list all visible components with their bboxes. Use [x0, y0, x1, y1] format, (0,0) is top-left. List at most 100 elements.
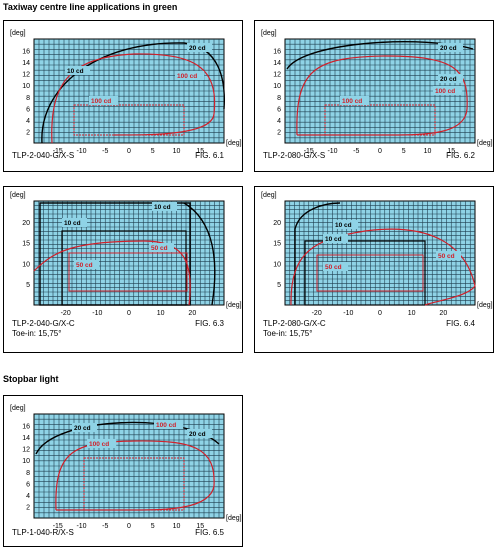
contour-10cd-a — [294, 202, 341, 305]
contour-label: 50 cd — [438, 253, 455, 260]
figure-panel-6-2: [deg] [deg] 2 4 6 8 10 12 14 16 -15 -10 -5 0 5 10 15 20 c… — [254, 20, 494, 172]
y-tick-label: 12 — [22, 72, 30, 79]
contour-label: 100 cd — [156, 422, 176, 429]
y-tick-label: 4 — [26, 118, 30, 125]
chart-6-5: [deg] [deg] 2 4 6 8 10 12 14 16 -15 -10 -5 0 5 10 15 20 c… — [10, 405, 242, 530]
y-tick-label: 10 — [273, 83, 281, 90]
x-tick-label: -10 — [343, 310, 353, 317]
contour-label: 10 cd — [67, 68, 84, 75]
fig-label-6-5: FIG. 6.5 — [195, 528, 224, 537]
x-tick-label: 15 — [447, 148, 455, 155]
contour-label-bg — [87, 439, 117, 448]
contour-label-bg — [89, 96, 119, 105]
contour-label-bg — [187, 429, 212, 438]
y-tick-label: 14 — [22, 60, 30, 67]
y-tick-label: 16 — [273, 49, 281, 56]
contour-label: 100 cd — [342, 98, 362, 105]
y-tick-label: 8 — [26, 95, 30, 102]
contour-label-bg — [175, 71, 205, 80]
chart-6-4: [deg] [deg] 5 10 15 20 -20 -10 0 10 20 10 cd 10 cd 50… — [261, 192, 493, 317]
y-tick-label: 15 — [273, 241, 281, 248]
contour-label: 50 cd — [151, 245, 168, 252]
fig-label-6-2: FIG. 6.2 — [446, 151, 475, 160]
y-tick-label: 10 — [22, 458, 30, 465]
caption-6-1: TLP-2-040-G/X-S — [12, 151, 75, 160]
contour-label-bg — [433, 86, 463, 95]
y-tick-label: 20 — [22, 220, 30, 227]
contour-label: 10 cd — [335, 222, 352, 229]
x-tick-label: 15 — [196, 148, 204, 155]
x-tick-label: -15 — [53, 523, 63, 530]
box-100cd — [83, 457, 185, 511]
figure-panel-6-4: [deg] [deg] 5 10 15 20 -20 -10 0 10 20 10 cd 10 cd 50… — [254, 186, 494, 353]
y-tick-label: 16 — [22, 424, 30, 431]
y-tick-label: 10 — [22, 261, 30, 268]
caption-6-4: TLP-2-080-G/X-C — [263, 319, 326, 328]
x-tick-label: 10 — [424, 148, 432, 155]
x-tick-label: 10 — [173, 523, 181, 530]
contour-label-bg — [149, 243, 174, 252]
y-tick-label: 2 — [26, 129, 30, 136]
x-tick-label: -10 — [76, 148, 86, 155]
contour-label-bg — [65, 66, 90, 75]
x-axis-unit: [deg] — [477, 140, 493, 147]
x-tick-label: -5 — [102, 523, 108, 530]
y-axis-unit: [deg] — [261, 192, 277, 199]
y-tick-label: 6 — [26, 481, 30, 488]
y-tick-label: 14 — [273, 60, 281, 67]
contour-label: 10 cd — [64, 220, 81, 227]
x-tick-label: -5 — [353, 148, 359, 155]
y-tick-label: 12 — [273, 72, 281, 79]
y-tick-label: 12 — [22, 447, 30, 454]
y-tick-label: 8 — [277, 95, 281, 102]
x-tick-label: -15 — [53, 148, 63, 155]
contour-label-bg — [436, 251, 461, 260]
x-axis-unit: [deg] — [477, 302, 493, 309]
taxiway-section-title: Taxiway centre line applications in gree… — [3, 2, 178, 12]
contour-10cd-inner — [304, 240, 426, 306]
y-tick-label: 8 — [26, 470, 30, 477]
contour-label-bg — [333, 220, 358, 229]
fig-label-6-1: FIG. 6.1 — [195, 151, 224, 160]
y-tick-label: 5 — [277, 282, 281, 289]
x-tick-label: -5 — [102, 148, 108, 155]
y-tick-label: 15 — [22, 241, 30, 248]
chart-6-3: [deg] [deg] 5 10 15 20 -20 -10 0 10 20 10 cd 10 cd 50… — [10, 192, 242, 317]
contour-label-bg — [323, 234, 348, 243]
y-axis-unit: [deg] — [10, 192, 26, 199]
contour-label: 10 cd — [325, 236, 342, 243]
contour-label-bg — [154, 420, 184, 429]
contour-label: 20 cd — [74, 425, 91, 432]
contour-20cd — [41, 42, 226, 144]
contour-label: 10 cd — [154, 204, 171, 211]
x-tick-label: -10 — [92, 310, 102, 317]
contour-label: 100 cd — [89, 441, 109, 448]
x-tick-label: -10 — [76, 523, 86, 530]
chart-6-1: [deg] [deg] 2 4 6 8 10 12 14 16 -15 -10 -5 0 5 10 15 20 c… — [10, 30, 242, 155]
box-50cd — [316, 254, 424, 292]
x-axis-unit: [deg] — [226, 140, 242, 147]
contour-label: 20 cd — [189, 431, 206, 438]
x-tick-label: 10 — [157, 310, 165, 317]
x-tick-label: -10 — [327, 148, 337, 155]
x-axis-unit: [deg] — [226, 515, 242, 522]
fig-label-6-3: FIG. 6.3 — [195, 319, 224, 328]
contour-label-bg — [72, 423, 97, 432]
toe-in-6-4: Toe-in: 15,75° — [263, 329, 313, 338]
x-tick-label: 10 — [173, 148, 181, 155]
contour-label: 100 cd — [177, 73, 197, 80]
stopbar-section-title: Stopbar light — [3, 374, 59, 384]
figure-panel-6-3: [deg] [deg] 5 10 15 20 -20 -10 0 10 20 10 cd 10 cd 50… — [3, 186, 243, 353]
fig-label-6-4: FIG. 6.4 — [446, 319, 475, 328]
x-axis-unit: [deg] — [226, 302, 242, 309]
y-tick-label: 16 — [22, 49, 30, 56]
x-tick-label: 5 — [402, 148, 406, 155]
contour-label-bg — [340, 96, 370, 105]
contour-label: 50 cd — [325, 264, 342, 271]
x-tick-label: 0 — [378, 148, 382, 155]
y-tick-label: 4 — [277, 118, 281, 125]
caption-6-3: TLP-2-040-G/X-C — [12, 319, 75, 328]
x-tick-label: 20 — [439, 310, 447, 317]
y-tick-label: 6 — [277, 106, 281, 113]
caption-6-5: TLP-1-040-R/X-S — [12, 528, 74, 537]
